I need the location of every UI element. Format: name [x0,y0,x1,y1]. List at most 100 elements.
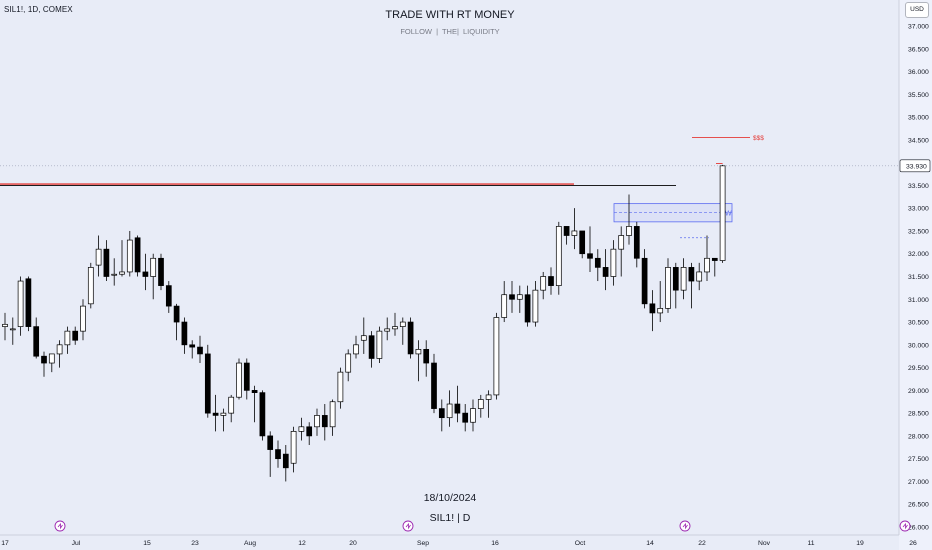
candle [243,358,250,400]
candle-body-up [345,353,352,373]
event-marker-glyph [57,522,63,530]
candle [259,390,266,441]
candle-body-down [454,403,461,414]
candle-body-up [610,248,617,277]
candle-body-up [126,239,133,273]
candle [563,226,570,245]
candle [711,257,718,277]
price-tick-label: 28.000 [908,433,929,440]
watermark-date: 18/10/2024 [423,492,477,504]
candle [399,317,406,345]
candle [72,326,79,345]
candle-body-up [571,230,578,236]
candle [368,331,375,368]
symbol-label[interactable]: SIL1!, 1D, COMEX [4,5,73,14]
candle-body-up [17,280,24,327]
candle [25,276,32,332]
candle-body-down [548,276,554,286]
price-tick-label: 32.000 [908,251,929,258]
time-tick-label: 14 [646,540,654,547]
time-tick-label: Nov [758,540,771,547]
price-tick-label: 29.500 [908,365,929,372]
candle-body-up [680,267,687,291]
candle-body-up [470,408,476,423]
candle-body-down [649,303,656,314]
candle-body-down [259,392,266,437]
event-marker-icon[interactable] [899,520,911,532]
candle-body-up [314,415,320,428]
candle-body-down [633,226,640,259]
candle [17,276,24,336]
candle [462,404,469,432]
event-marker-glyph [405,522,411,530]
candle-body-down [72,330,79,341]
candle-body-up [384,328,391,332]
event-marker-icon[interactable] [679,520,691,532]
candle-body-down [587,253,593,259]
currency-button[interactable]: USD [905,2,929,18]
event-marker-icon[interactable] [54,520,66,532]
candle-body-up [477,399,484,409]
candle [345,349,352,382]
time-tick-label: Sep [417,540,429,547]
candle [360,317,367,354]
chart-subtitle: FOLLOW | THE| LIQUIDITY [400,27,500,36]
candle-body-up [56,344,63,355]
candle [306,422,313,446]
price-tick-label: 33.000 [908,206,929,213]
candle [228,394,235,423]
candle-body-down [158,257,164,286]
candle [282,445,289,482]
candle-body-up [236,362,242,398]
time-tick-label: Oct [575,540,586,547]
price-tick-label: 37.000 [908,24,929,31]
time-tick-label: 12 [298,540,306,547]
candle-body-up [493,317,500,396]
candle [696,262,703,291]
event-marker-glyph [902,522,908,530]
candle-body-up [337,371,344,403]
candle-body-up [228,396,235,414]
time-tick-label: Aug [244,540,256,547]
price-tick-label: 36.500 [908,46,929,53]
candle [493,312,500,400]
candle-body-up [704,257,710,273]
candle [9,317,16,345]
price-tick-label: 36.000 [908,69,929,76]
candle-body-up [220,412,227,416]
candle-body-up [290,431,297,464]
candle-body-up [719,165,726,261]
candle [87,262,94,309]
candle-body-up [111,273,118,276]
candle [602,249,609,291]
candle-body-down [431,362,437,409]
candle [407,317,414,359]
price-axis-background[interactable] [899,0,932,550]
candle [610,240,617,286]
candle-body-down [165,285,172,307]
candle [540,271,547,300]
candle [80,299,86,341]
price-tick-label: 35.000 [908,115,929,122]
price-tick-label: 30.000 [908,342,929,349]
price-tick-label: 31.500 [908,274,929,281]
candle-body-up [415,349,422,355]
candle-body-up [618,235,625,250]
event-markers [54,520,911,532]
candle [321,404,328,441]
candle [657,281,664,323]
last-price-badge [899,159,931,173]
candle-body-up [2,323,8,327]
candle [134,235,141,277]
event-marker-icon[interactable] [402,520,414,532]
candle-body-down [462,412,469,423]
candle [189,340,196,359]
candle [594,249,601,282]
candle-body-down [423,349,430,364]
candle-body-down [563,226,570,236]
candle [353,335,359,359]
candle-body-down [275,449,281,460]
candle-body-down [33,326,40,357]
candle [555,221,562,295]
